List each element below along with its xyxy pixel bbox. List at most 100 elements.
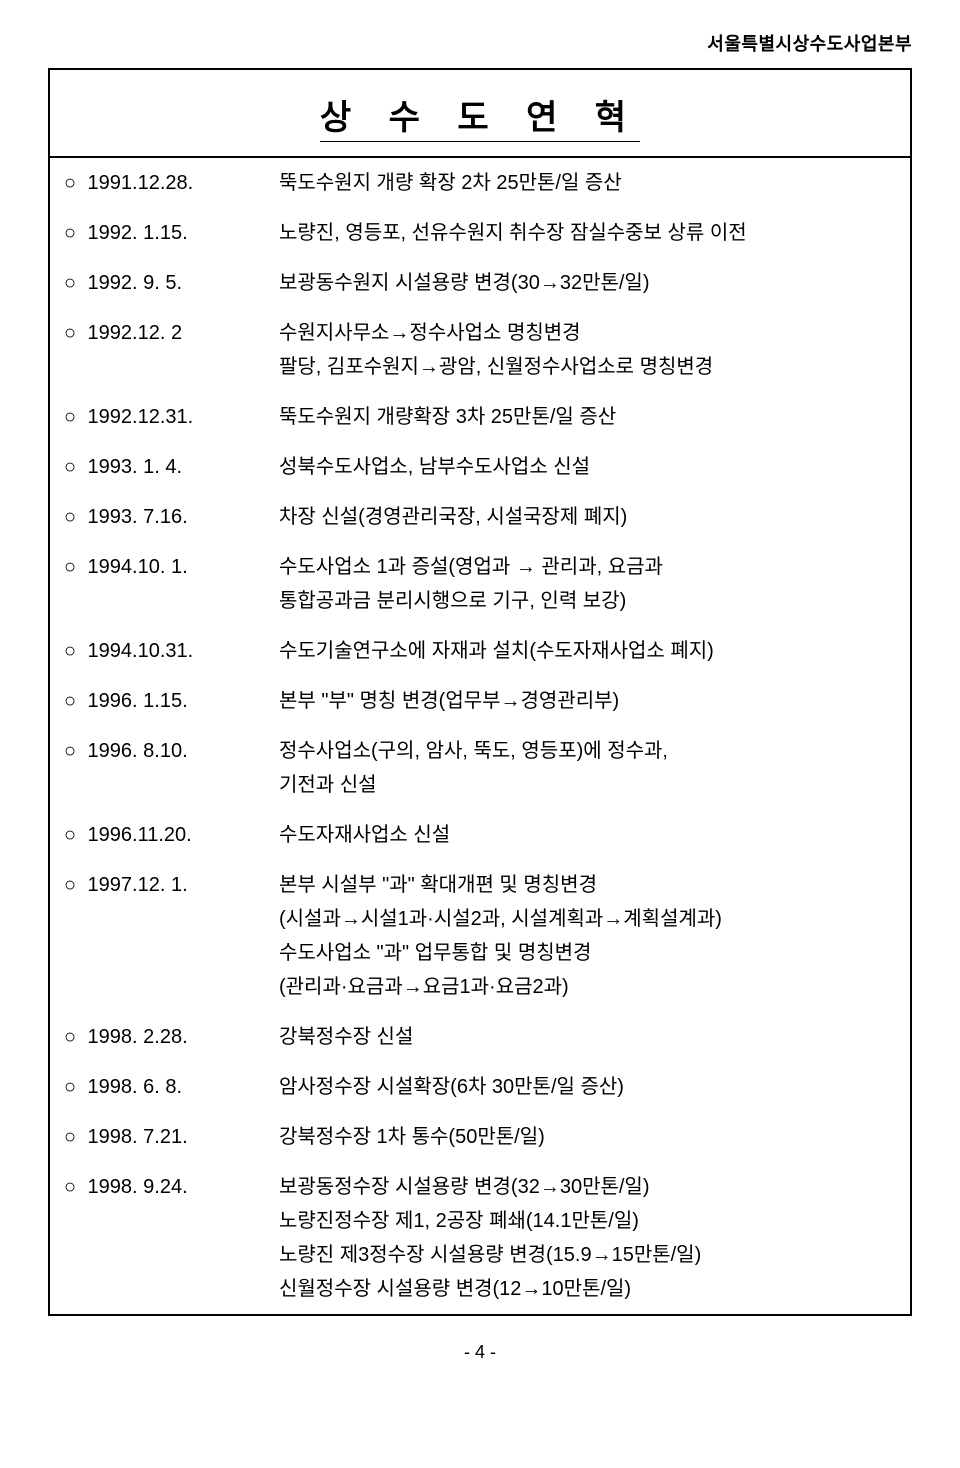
description-line: 수도사업소 1과 증설(영업과 → 관리과, 요금과 — [279, 550, 896, 584]
history-description: 수도기술연구소에 자재과 설치(수도자재사업소 폐지) — [265, 626, 910, 676]
history-row: ○ 1997.12. 1.본부 시설부 "과" 확대개편 및 명칭변경(시설과→… — [50, 860, 910, 1012]
history-row: ○ 1993. 1. 4. 성북수도사업소, 남부수도사업소 신설 — [50, 442, 910, 492]
bullet-icon: ○ — [64, 634, 82, 668]
history-date: ○ 1992. 9. 5. — [50, 258, 265, 308]
history-date: ○ 1993. 7.16. — [50, 492, 265, 542]
history-row: ○ 1994.10. 1.수도사업소 1과 증설(영업과 → 관리과, 요금과통… — [50, 542, 910, 626]
history-date: ○ 1997.12. 1. — [50, 860, 265, 1012]
history-row: ○ 1998. 6. 8. 암사정수장 시설확장(6차 30만톤/일 증산) — [50, 1062, 910, 1112]
history-container: 상 수 도 연 혁 ○ 1991.12.28.뚝도수원지 개량 확장 2차 25… — [48, 68, 912, 1316]
history-description: 보광동정수장 시설용량 변경(32→30만톤/일)노량진정수장 제1, 2공장 … — [265, 1162, 910, 1314]
title-row: 상 수 도 연 혁 — [50, 70, 910, 157]
history-description: 노량진, 영등포, 선유수원지 취수장 잠실수중보 상류 이전 — [265, 208, 910, 258]
history-date: ○ 1994.10. 1. — [50, 542, 265, 626]
page-number: - 4 - — [48, 1342, 912, 1363]
document-title: 상 수 도 연 혁 — [50, 70, 910, 157]
description-line: 강북정수장 신설 — [279, 1020, 896, 1054]
history-row: ○ 1992. 1.15. 노량진, 영등포, 선유수원지 취수장 잠실수중보 상… — [50, 208, 910, 258]
description-line: 수도기술연구소에 자재과 설치(수도자재사업소 폐지) — [279, 634, 896, 668]
description-line: (시설과→시설1과·시설2과, 시설계획과→계획설계과) — [279, 902, 896, 936]
history-description: 강북정수장 1차 통수(50만톤/일) — [265, 1112, 910, 1162]
description-line: 강북정수장 1차 통수(50만톤/일) — [279, 1120, 896, 1154]
bullet-icon: ○ — [64, 216, 82, 250]
history-row: ○ 1991.12.28.뚝도수원지 개량 확장 2차 25만톤/일 증산 — [50, 157, 910, 208]
bullet-icon: ○ — [64, 400, 82, 434]
history-description: 뚝도수원지 개량 확장 2차 25만톤/일 증산 — [265, 157, 910, 208]
description-line: 성북수도사업소, 남부수도사업소 신설 — [279, 450, 896, 484]
history-date: ○ 1992.12. 2 — [50, 308, 265, 392]
history-body: ○ 1991.12.28.뚝도수원지 개량 확장 2차 25만톤/일 증산○ 1… — [50, 157, 910, 1314]
history-date: ○ 1996. 8.10. — [50, 726, 265, 810]
history-row: ○ 1996. 1.15. 본부 "부" 명칭 변경(업무부→경영관리부) — [50, 676, 910, 726]
history-description: 보광동수원지 시설용량 변경(30→32만톤/일) — [265, 258, 910, 308]
history-row: ○ 1992. 9. 5. 보광동수원지 시설용량 변경(30→32만톤/일) — [50, 258, 910, 308]
history-date: ○ 1992. 1.15. — [50, 208, 265, 258]
description-line: 보광동수원지 시설용량 변경(30→32만톤/일) — [279, 266, 896, 300]
history-date: ○ 1998. 7.21. — [50, 1112, 265, 1162]
history-date: ○ 1994.10.31. — [50, 626, 265, 676]
description-line: 뚝도수원지 개량확장 3차 25만톤/일 증산 — [279, 400, 896, 434]
history-date: ○ 1996.11.20. — [50, 810, 265, 860]
description-line: 팔당, 김포수원지→광암, 신월정수사업소로 명칭변경 — [279, 350, 896, 384]
history-description: 성북수도사업소, 남부수도사업소 신설 — [265, 442, 910, 492]
description-line: (관리과·요금과→요금1과·요금2과) — [279, 970, 896, 1004]
bullet-icon: ○ — [64, 684, 82, 718]
history-row: ○ 1992.12. 2수원지사무소→정수사업소 명칭변경팔당, 김포수원지→광… — [50, 308, 910, 392]
description-line: 보광동정수장 시설용량 변경(32→30만톤/일) — [279, 1170, 896, 1204]
description-line: 본부 "부" 명칭 변경(업무부→경영관리부) — [279, 684, 896, 718]
description-line: 수도사업소 "과" 업무통합 및 명칭변경 — [279, 936, 896, 970]
history-row: ○ 1993. 7.16. 차장 신설(경영관리국장, 시설국장제 폐지) — [50, 492, 910, 542]
history-description: 뚝도수원지 개량확장 3차 25만톤/일 증산 — [265, 392, 910, 442]
bullet-icon: ○ — [64, 550, 82, 584]
history-description: 수도사업소 1과 증설(영업과 → 관리과, 요금과통합공과금 분리시행으로 기… — [265, 542, 910, 626]
description-line: 기전과 신설 — [279, 768, 896, 802]
history-date: ○ 1998. 9.24. — [50, 1162, 265, 1314]
description-line: 노량진정수장 제1, 2공장 폐쇄(14.1만톤/일) — [279, 1204, 896, 1238]
history-description: 수원지사무소→정수사업소 명칭변경팔당, 김포수원지→광암, 신월정수사업소로 … — [265, 308, 910, 392]
bullet-icon: ○ — [64, 868, 82, 902]
description-line: 정수사업소(구의, 암사, 뚝도, 영등포)에 정수과, — [279, 734, 896, 768]
description-line: 암사정수장 시설확장(6차 30만톤/일 증산) — [279, 1070, 896, 1104]
history-description: 강북정수장 신설 — [265, 1012, 910, 1062]
title-text: 상 수 도 연 혁 — [320, 99, 640, 137]
history-date: ○ 1992.12.31. — [50, 392, 265, 442]
bullet-icon: ○ — [64, 818, 82, 852]
description-line: 본부 시설부 "과" 확대개편 및 명칭변경 — [279, 868, 896, 902]
bullet-icon: ○ — [64, 1170, 82, 1204]
history-row: ○ 1998. 9.24.보광동정수장 시설용량 변경(32→30만톤/일)노량… — [50, 1162, 910, 1314]
history-description: 암사정수장 시설확장(6차 30만톤/일 증산) — [265, 1062, 910, 1112]
history-date: ○ 1993. 1. 4. — [50, 442, 265, 492]
history-row: ○ 1996. 8.10.정수사업소(구의, 암사, 뚝도, 영등포)에 정수과… — [50, 726, 910, 810]
org-header: 서울특별시상수도사업본부 — [48, 30, 912, 56]
bullet-icon: ○ — [64, 1070, 82, 1104]
bullet-icon: ○ — [64, 734, 82, 768]
bullet-icon: ○ — [64, 266, 82, 300]
description-line: 차장 신설(경영관리국장, 시설국장제 폐지) — [279, 500, 896, 534]
history-description: 본부 시설부 "과" 확대개편 및 명칭변경(시설과→시설1과·시설2과, 시설… — [265, 860, 910, 1012]
history-date: ○ 1998. 6. 8. — [50, 1062, 265, 1112]
bullet-icon: ○ — [64, 1020, 82, 1054]
history-description: 차장 신설(경영관리국장, 시설국장제 폐지) — [265, 492, 910, 542]
bullet-icon: ○ — [64, 500, 82, 534]
history-row: ○ 1994.10.31. 수도기술연구소에 자재과 설치(수도자재사업소 폐지) — [50, 626, 910, 676]
description-line: 신월정수장 시설용량 변경(12→10만톤/일) — [279, 1272, 896, 1306]
history-row: ○ 1998. 2.28. 강북정수장 신설 — [50, 1012, 910, 1062]
description-line: 노량진, 영등포, 선유수원지 취수장 잠실수중보 상류 이전 — [279, 216, 896, 250]
history-row: ○ 1992.12.31. 뚝도수원지 개량확장 3차 25만톤/일 증산 — [50, 392, 910, 442]
description-line: 통합공과금 분리시행으로 기구, 인력 보강) — [279, 584, 896, 618]
bullet-icon: ○ — [64, 316, 82, 350]
history-date: ○ 1996. 1.15. — [50, 676, 265, 726]
history-date: ○ 1998. 2.28. — [50, 1012, 265, 1062]
history-table: 상 수 도 연 혁 ○ 1991.12.28.뚝도수원지 개량 확장 2차 25… — [50, 70, 910, 1314]
history-description: 정수사업소(구의, 암사, 뚝도, 영등포)에 정수과,기전과 신설 — [265, 726, 910, 810]
description-line: 수원지사무소→정수사업소 명칭변경 — [279, 316, 896, 350]
history-description: 수도자재사업소 신설 — [265, 810, 910, 860]
history-description: 본부 "부" 명칭 변경(업무부→경영관리부) — [265, 676, 910, 726]
bullet-icon: ○ — [64, 1120, 82, 1154]
description-line: 노량진 제3정수장 시설용량 변경(15.9→15만톤/일) — [279, 1238, 896, 1272]
bullet-icon: ○ — [64, 450, 82, 484]
description-line: 뚝도수원지 개량 확장 2차 25만톤/일 증산 — [279, 166, 896, 200]
history-row: ○ 1998. 7.21. 강북정수장 1차 통수(50만톤/일) — [50, 1112, 910, 1162]
bullet-icon: ○ — [64, 166, 82, 200]
description-line: 수도자재사업소 신설 — [279, 818, 896, 852]
